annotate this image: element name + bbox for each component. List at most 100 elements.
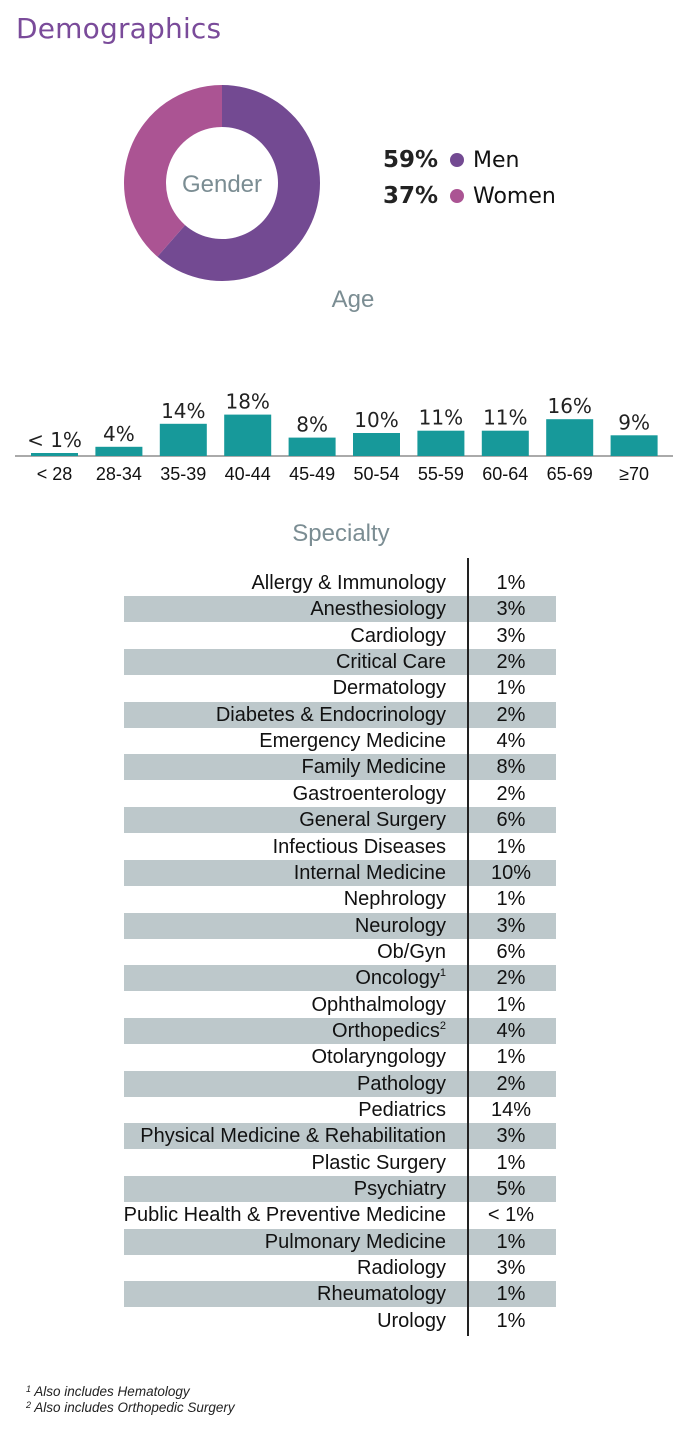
legend-item-men: 59% Men	[380, 142, 556, 178]
specialty-percent: 14%	[490, 1099, 532, 1121]
table-row: Oncology1 2%	[0, 965, 690, 991]
legend-swatch-men	[450, 153, 464, 167]
age-chart-title: Age	[331, 286, 375, 313]
specialty-name: Critical Care	[335, 651, 446, 674]
table-row: Pathology 2%	[0, 1071, 690, 1097]
table-row-band	[124, 596, 556, 623]
specialty-name: Diabetes & Endocrinology	[215, 703, 446, 726]
pie-slice-men	[157, 85, 320, 281]
table-row: Infectious Diseases 1%	[0, 834, 690, 860]
specialty-name: Pathology	[357, 1072, 446, 1095]
specialty-name: Public Health & Preventive Medicine	[123, 1204, 446, 1227]
table-row-band	[124, 754, 556, 781]
table-row-band	[124, 859, 556, 886]
table-row: General Surgery 6%	[0, 807, 690, 833]
x-tick-label: < 28	[37, 464, 73, 484]
specialty-table-title: Specialty	[292, 520, 390, 547]
specialty-name: Oncology1	[355, 967, 446, 990]
table-row: Plastic Surgery 1%	[0, 1150, 690, 1176]
specialty-percent: 2%	[496, 967, 526, 990]
table-row: Physical Medicine & Rehabilitation 3%	[0, 1123, 690, 1149]
page-title: Demographics	[16, 12, 222, 45]
bar-50-54	[353, 433, 400, 456]
table-row-band	[124, 807, 556, 834]
bar-45-49	[288, 437, 336, 456]
footnote-mark: 2	[26, 1400, 32, 1410]
pie-slice-women	[124, 85, 222, 257]
specialty-name: Emergency Medicine	[259, 730, 446, 753]
specialty-percent: 1%	[496, 993, 526, 1016]
x-tick-label: 55-59	[418, 464, 464, 484]
table-row: Anesthesiology 3%	[0, 596, 690, 622]
table-row: Gastroenterology 2%	[0, 781, 690, 807]
specialty-percent: 2%	[496, 782, 526, 805]
gender-donut-chart: Gender	[124, 85, 320, 281]
specialty-name: Physical Medicine & Rehabilitation	[140, 1125, 446, 1148]
footnote-text: Also includes Orthopedic Surgery	[34, 1400, 235, 1415]
table-row-band	[124, 701, 556, 728]
bar-65-69	[546, 419, 594, 456]
bar-data-label: 4%	[103, 422, 135, 446]
specialty-name: Cardiology	[350, 624, 446, 647]
footnote-1: 1 Also includes Hematology	[26, 1384, 235, 1400]
bar-55-59	[417, 430, 465, 456]
x-tick-label: 45-49	[289, 464, 335, 484]
specialty-percent: 5%	[496, 1178, 526, 1201]
footnote-mark: 1	[439, 967, 446, 980]
specialty-percent: 2%	[496, 651, 526, 674]
footnote-text: Also includes Hematology	[34, 1384, 190, 1399]
table-row-band	[124, 1070, 556, 1097]
legend-value-men: 59%	[382, 147, 438, 173]
bar--28	[31, 453, 78, 456]
specialty-percent: 1%	[496, 677, 526, 700]
specialty-name: Gastroenterology	[292, 782, 446, 805]
specialty-percent: 1%	[496, 1283, 526, 1306]
specialty-name: Plastic Surgery	[311, 1151, 447, 1174]
legend-item-women: 37% Women	[380, 178, 556, 214]
bar-data-label: 8%	[296, 413, 328, 437]
specialty-percent: 1%	[496, 1309, 526, 1332]
table-row: Rheumatology 1%	[0, 1281, 690, 1307]
table-row: Family Medicine 8%	[0, 754, 690, 780]
specialty-name: General Surgery	[299, 809, 446, 832]
table-row: Internal Medicine 10%	[0, 860, 690, 886]
table-row: Cardiology 3%	[0, 623, 690, 649]
specialty-name: Orthopedics2	[332, 1019, 446, 1042]
specialty-name: Ophthalmology	[311, 993, 446, 1016]
legend-label-men: Men	[473, 147, 520, 173]
table-row: Nephrology 1%	[0, 886, 690, 912]
specialty-percent: 10%	[490, 861, 532, 884]
bar-data-label: 11%	[419, 406, 463, 430]
specialty-percent: 8%	[496, 756, 526, 779]
specialty-name: Nephrology	[343, 888, 446, 911]
specialty-percent: 3%	[496, 624, 526, 647]
table-row: Radiology 3%	[0, 1255, 690, 1281]
table-row: Ob/Gyn 6%	[0, 939, 690, 965]
table-row: Dermatology 1%	[0, 675, 690, 701]
specialty-percent: 1%	[496, 835, 526, 858]
specialty-percent: 4%	[496, 730, 526, 753]
specialty-name: Pulmonary Medicine	[264, 1230, 446, 1253]
bar-35-39	[159, 423, 207, 456]
specialty-percent: 3%	[496, 914, 526, 937]
specialty-percent: 1%	[496, 1151, 526, 1174]
table-row-band	[124, 1228, 556, 1255]
specialty-percent: < 1%	[487, 1204, 535, 1227]
footnote-mark: 1	[26, 1384, 32, 1394]
specialty-percent: 1%	[496, 572, 526, 594]
x-tick-label: 35-39	[160, 464, 206, 484]
age-bar-chart: < 1% < 28 4% 28-34 14% 35-39 18% 40-44 8% 45-49 10…	[15, 390, 673, 484]
specialty-percent: 1%	[496, 888, 526, 911]
bar-data-label: 11%	[483, 406, 527, 430]
specialty-percent: 1%	[496, 1046, 526, 1069]
bar-data-label: 10%	[354, 408, 398, 432]
specialty-percent: 2%	[496, 1072, 526, 1095]
specialty-name: Anesthesiology	[310, 598, 446, 621]
footnotes: 1 Also includes Hematology 2 Also includ…	[26, 1384, 235, 1416]
bar--70	[610, 435, 658, 456]
table-row-band	[124, 1176, 556, 1203]
table-row: Allergy & Immunology 1%	[0, 570, 690, 596]
bar-28-34	[95, 446, 143, 456]
table-row: Diabetes & Endocrinology 2%	[0, 702, 690, 728]
